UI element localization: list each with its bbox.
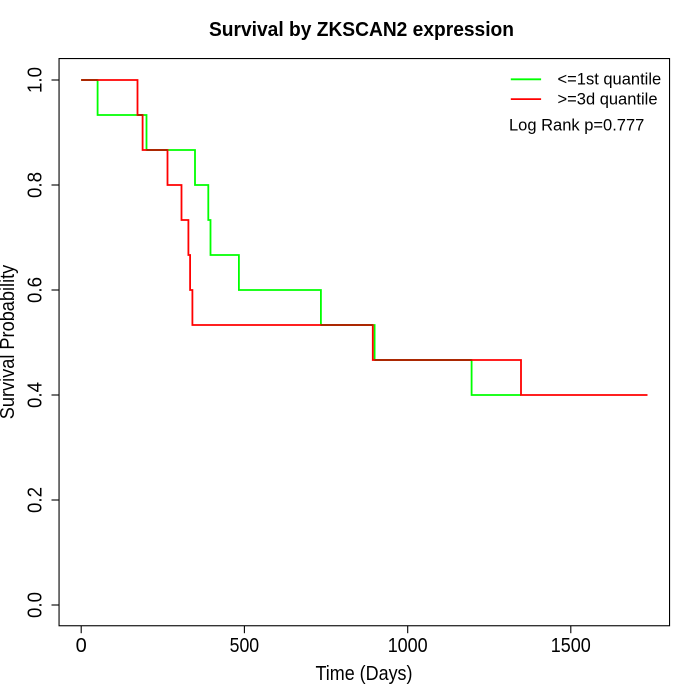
svg-text:>=3d quantile: >=3d quantile (558, 91, 658, 109)
svg-text:500: 500 (230, 635, 260, 657)
svg-text:1500: 1500 (551, 635, 591, 657)
svg-text:1000: 1000 (388, 635, 428, 657)
svg-text:0.0: 0.0 (25, 592, 47, 618)
svg-text:Time (Days): Time (Days) (316, 663, 413, 685)
svg-text:0: 0 (76, 635, 87, 657)
svg-text:<=1st quantile: <=1st quantile (558, 71, 662, 89)
svg-text:1.0: 1.0 (25, 67, 47, 93)
svg-text:Log Rank p=0.777: Log Rank p=0.777 (509, 117, 644, 135)
svg-text:Survival Probability: Survival Probability (0, 265, 19, 420)
svg-text:0.6: 0.6 (25, 277, 47, 303)
svg-text:0.2: 0.2 (25, 487, 47, 513)
svg-text:0.8: 0.8 (25, 172, 47, 198)
svg-text:0.4: 0.4 (25, 382, 47, 408)
svg-text:Survival by ZKSCAN2 expression: Survival by ZKSCAN2 expression (209, 19, 514, 41)
